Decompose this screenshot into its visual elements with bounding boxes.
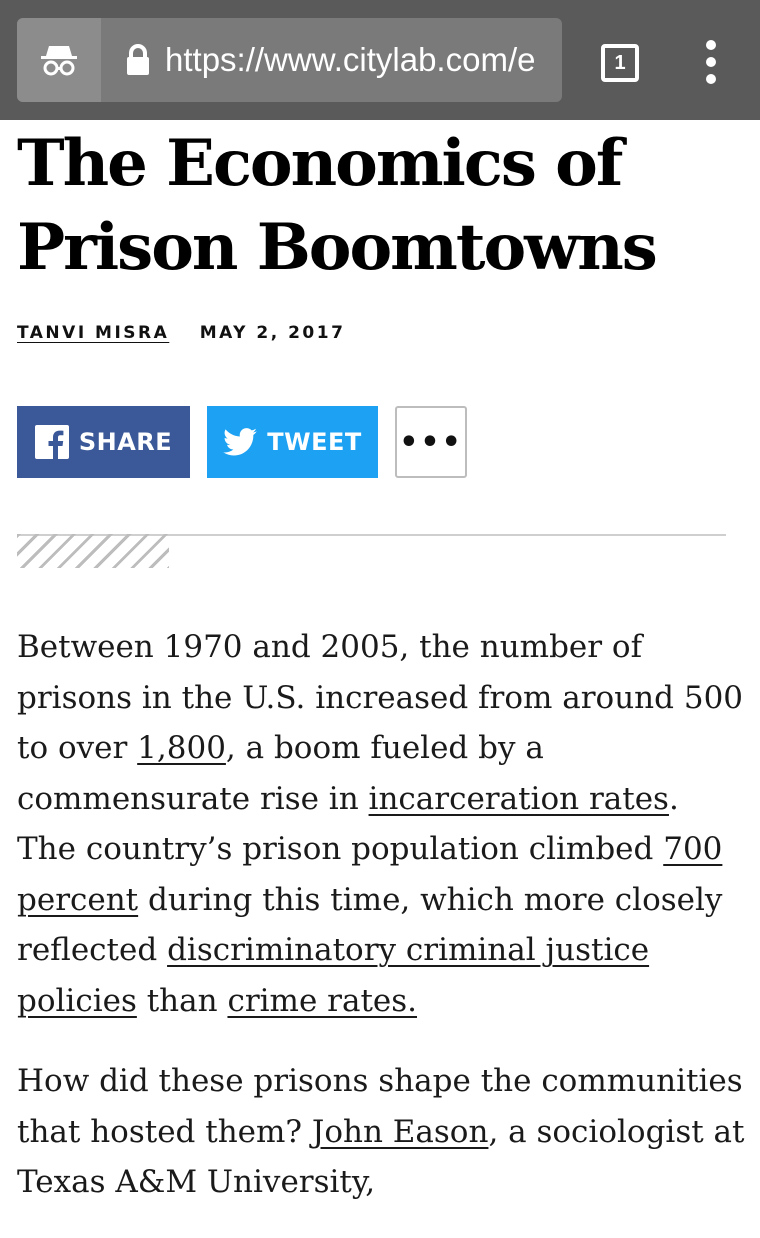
publish-date: MAY 2, 2017 <box>199 323 346 343</box>
divider <box>17 534 726 536</box>
paragraph: How did these prisons shape the communit… <box>17 1056 747 1208</box>
text-run: . The country’s prison population climbe… <box>17 780 679 868</box>
overflow-menu-icon[interactable] <box>696 40 726 84</box>
link-crime-rates[interactable]: crime rates. <box>227 982 418 1019</box>
link-incarceration-rates[interactable]: incarceration rates <box>368 780 669 817</box>
link-john-eason[interactable]: John Eason <box>311 1113 489 1150</box>
text-run: , a boom fueled by a commensurate rise i… <box>17 730 544 817</box>
link-discriminatory-policies[interactable]: discriminatory criminal justice policies <box>17 932 650 1019</box>
paragraph: Between 1970 and 2005, the number of pri… <box>17 622 747 1026</box>
facebook-share-label: SHARE <box>78 428 173 456</box>
url-text[interactable]: https://www.citylab.com/e <box>165 41 536 78</box>
twitter-bird-icon <box>223 428 258 456</box>
address-bar[interactable]: https://www.citylab.com/e <box>17 18 562 102</box>
link-1800[interactable]: 1,800 <box>137 730 226 766</box>
text-run: How did these prisons shape the communit… <box>17 1063 743 1150</box>
tweet-button[interactable]: TWEET <box>207 406 378 478</box>
facebook-share-button[interactable]: SHARE <box>17 406 190 478</box>
incognito-icon <box>17 18 101 102</box>
article-body: Between 1970 and 2005, the number of pri… <box>17 622 747 1238</box>
lock-icon <box>123 44 153 76</box>
facebook-icon <box>34 425 69 459</box>
text-run: than <box>136 982 228 1019</box>
text-run: , a sociologist at Texas A&M University, <box>17 1113 745 1201</box>
hatch-decoration <box>17 534 169 568</box>
author-link[interactable]: TANVI MISRA <box>17 323 170 343</box>
byline: TANVI MISRA MAY 2, 2017 <box>17 323 345 347</box>
more-share-options-button[interactable]: ••• <box>395 406 467 478</box>
link-700-percent[interactable]: 700 percent <box>17 831 723 918</box>
article-title: The Economics of Prison Boomtowns <box>17 126 658 285</box>
tweet-label: TWEET <box>267 428 362 456</box>
text-run: during this time, which more closely ref… <box>17 881 723 969</box>
browser-toolbar: https://www.citylab.com/e 1 <box>0 0 760 120</box>
tab-switcher-button[interactable]: 1 <box>601 44 639 82</box>
text-run: Between 1970 and 2005, the number of pri… <box>17 629 744 766</box>
